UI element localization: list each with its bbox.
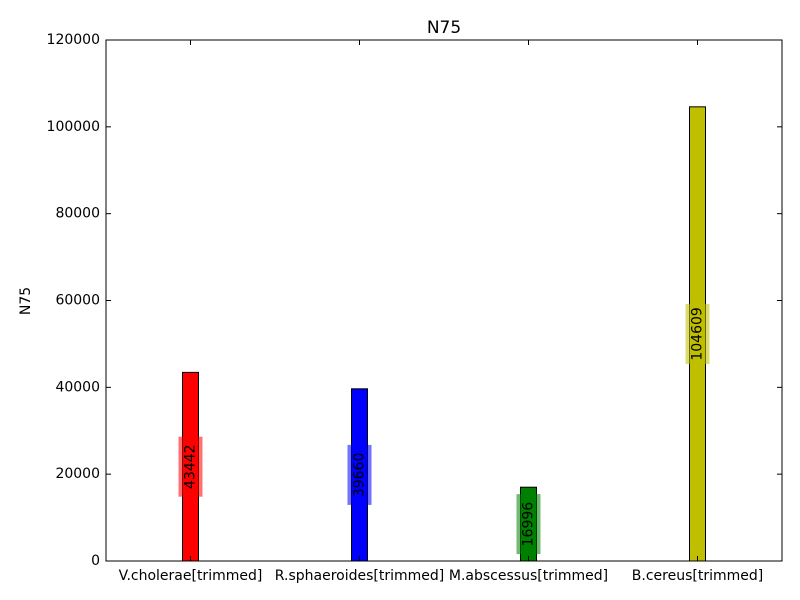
y-axis-label: N75 [18, 287, 34, 315]
y-tick-label-1: 20000 [55, 466, 100, 482]
x-tick-label-1: R.sphaeroides[trimmed] [275, 568, 444, 584]
data-label-1: 39660 [352, 453, 368, 498]
x-tick-label-0: V.cholerae[trimmed] [119, 568, 263, 584]
y-tick-label-2: 40000 [55, 379, 100, 395]
y-tick-label-0: 0 [91, 553, 100, 569]
x-tick-label-2: M.abscessus[trimmed] [449, 568, 608, 584]
plot-frame [106, 40, 782, 561]
x-tick-label-3: B.cereus[trimmed] [632, 568, 763, 584]
y-axis-ticks: 0 20000 40000 60000 80000 100000 120000 [47, 32, 782, 569]
data-label-0: 43442 [183, 444, 199, 489]
y-tick-label-4: 80000 [55, 206, 100, 222]
y-tick-label-3: 60000 [55, 293, 100, 309]
data-labels-layer: 43442 39660 16996 104609 [179, 304, 710, 554]
y-tick-label-6: 120000 [47, 32, 100, 48]
data-label-3: 104609 [690, 307, 706, 360]
data-label-2: 16996 [521, 502, 537, 547]
bars-layer [183, 107, 706, 561]
y-tick-label-5: 100000 [47, 119, 100, 135]
x-axis-ticks: V.cholerae[trimmed] R.sphaeroides[trimmed… [119, 40, 764, 584]
chart-title: N75 [427, 18, 461, 38]
